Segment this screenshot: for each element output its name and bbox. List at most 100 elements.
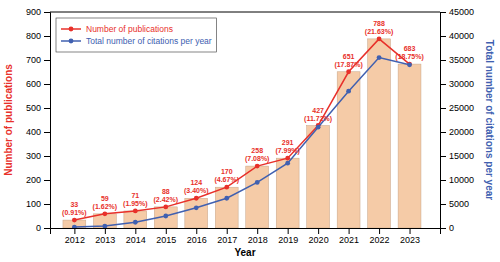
x-axis-tick-mark	[257, 228, 258, 234]
y-axis-tick-label: 200	[26, 175, 41, 185]
point	[102, 224, 107, 228]
y-axis-tick: 0	[36, 223, 50, 233]
y2-axis-tick-mark	[440, 204, 446, 205]
bar	[185, 198, 208, 228]
y-axis-tick: 500	[26, 103, 50, 113]
annotation: (1.95%)	[123, 200, 148, 208]
y-axis-tick: 400	[26, 127, 50, 137]
point	[102, 211, 107, 216]
point	[72, 218, 77, 223]
point	[224, 185, 229, 190]
x-axis-line	[51, 229, 441, 235]
x-axis-tick: 2012	[65, 228, 85, 245]
x-axis-tick-mark	[318, 228, 319, 234]
x-axis-tick-mark	[166, 228, 167, 234]
data-label: 124	[190, 179, 202, 186]
y2-axis-tick: 20000	[440, 127, 474, 137]
bar	[307, 126, 330, 228]
y2-axis-tick-label: 40000	[449, 31, 474, 41]
point	[346, 89, 351, 94]
point	[407, 62, 412, 67]
y-axis-tick: 200	[26, 175, 50, 185]
y2-axis-tick-label: 25000	[449, 103, 474, 113]
data-label: 59	[101, 195, 109, 202]
data-label: 88	[162, 188, 170, 195]
annotation: (2.42%)	[154, 196, 179, 204]
bar	[246, 166, 269, 228]
annotation: (18.75%)	[395, 53, 423, 61]
y-axis-tick: 300	[26, 151, 50, 161]
y2-axis-tick-label: 10000	[449, 175, 474, 185]
y-axis-tick-label: 500	[26, 103, 41, 113]
x-axis-tick-label: 2014	[126, 235, 146, 245]
y-axis-title: Number of publications	[3, 64, 14, 176]
annotation: (7.99%)	[275, 147, 300, 155]
bar-series	[63, 39, 421, 228]
y2-axis-title: Total number of citations per year	[484, 40, 495, 201]
y-axis-tick-mark	[44, 36, 50, 37]
x-axis-tick-label: 2018	[248, 235, 268, 245]
y2-axis-tick: 0	[440, 223, 454, 233]
y-axis-tick: 600	[26, 79, 50, 89]
y2-axis-tick: 5000	[440, 199, 469, 209]
point	[72, 225, 77, 228]
point	[194, 196, 199, 201]
y2-axis-tick: 25000	[440, 103, 474, 113]
point	[163, 204, 168, 209]
y2-axis: 0500010000150002000025000300003500040000…	[440, 7, 474, 233]
data-label: 258	[251, 147, 263, 154]
y-axis-tick-mark	[44, 156, 50, 157]
x-axis-tick: 2023	[400, 228, 420, 245]
annotation: (1.62%)	[93, 203, 118, 211]
x-axis-tick: 2016	[187, 228, 207, 245]
y-axis-tick-mark	[44, 132, 50, 133]
point	[133, 209, 138, 214]
point	[377, 55, 382, 60]
y2-axis-tick-label: 15000	[449, 151, 474, 161]
point	[346, 69, 351, 74]
y-axis-tick-mark	[44, 12, 50, 13]
annotation: (17.87%)	[334, 61, 362, 69]
y2-axis-tick-mark	[440, 12, 446, 13]
data-label: 427	[312, 107, 324, 114]
x-axis-tick-label: 2019	[278, 235, 298, 245]
x-axis: 2012201320142015201620172018201920202021…	[51, 228, 441, 245]
data-label: 291	[282, 139, 294, 146]
x-axis-tick-mark	[196, 228, 197, 234]
x-axis-tick-mark	[135, 228, 136, 234]
y2-axis-tick-label: 35000	[449, 55, 474, 65]
x-axis-tick-mark	[227, 228, 228, 234]
point	[133, 220, 138, 225]
x-axis-tick-label: 2021	[339, 235, 359, 245]
x-axis-tick: 2015	[156, 228, 176, 245]
data-label: 651	[343, 53, 355, 60]
frame-top	[50, 12, 440, 13]
annotation: (11.72%)	[304, 115, 332, 123]
line-series	[72, 55, 412, 228]
annotation: (0.91%)	[62, 209, 87, 217]
x-axis-tick: 2018	[248, 228, 268, 245]
y2-axis-tick-mark	[440, 36, 446, 37]
y2-axis-tick-mark	[440, 228, 446, 229]
y-axis-tick-label: 600	[26, 79, 41, 89]
marks	[63, 36, 421, 228]
legend-marker	[69, 39, 74, 44]
y-axis-tick-label: 700	[26, 55, 41, 65]
data-label: 788	[373, 20, 385, 27]
y-axis-tick-mark	[44, 84, 50, 85]
y2-axis-tick-mark	[440, 156, 446, 157]
data-label: 71	[131, 192, 139, 199]
legend: Number of publicationsTotal number of ci…	[56, 18, 217, 52]
x-axis-tick-label: 2016	[187, 235, 207, 245]
line-series	[72, 36, 412, 222]
bar	[124, 211, 147, 228]
x-axis-tick: 2022	[370, 228, 390, 245]
y-axis-tick-label: 300	[26, 151, 41, 161]
y-axis-tick-label: 100	[26, 199, 41, 209]
y2-axis-tick: 45000	[440, 7, 474, 17]
y2-axis-line	[441, 13, 447, 229]
y2-axis-tick-mark	[440, 108, 446, 109]
point	[224, 196, 229, 201]
y2-axis-tick-mark	[440, 132, 446, 133]
x-axis-tick-mark	[349, 228, 350, 234]
